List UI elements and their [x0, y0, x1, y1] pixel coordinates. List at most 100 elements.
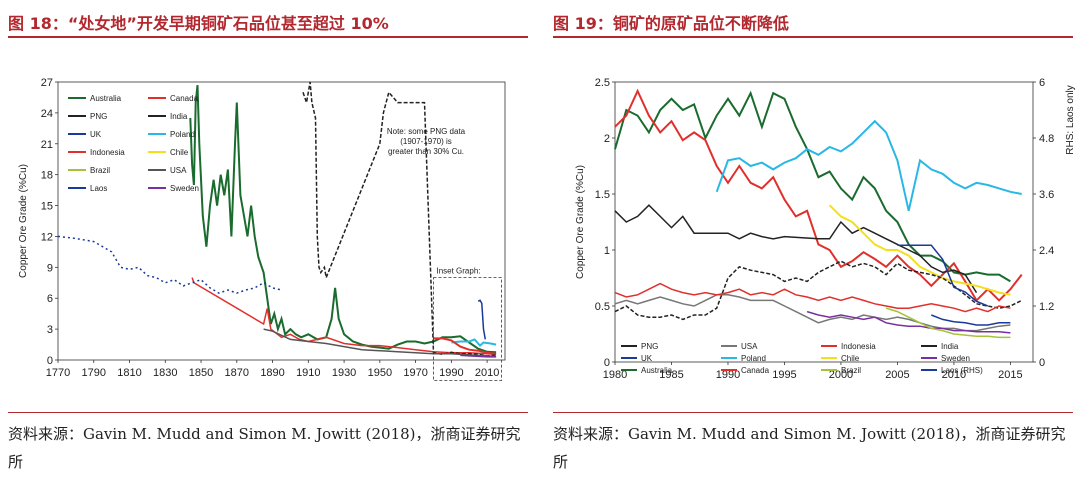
x-tick-label: 1950: [368, 367, 392, 379]
y2-tick-label: 1.2: [1039, 301, 1054, 313]
y2-tick-label: 2.4: [1039, 245, 1054, 257]
figure-19-panel: 图 19：铜矿的原矿品位不断降低 0 0.5 1 1.5 2 2.5 1980 1985 199…: [553, 0, 1080, 481]
legend-label-sweden: Sweden: [170, 184, 199, 193]
series-line-uk: [931, 314, 1011, 326]
figure-18-source: 资料来源：Gavin M. Mudd and Simon M. Jowitt (…: [8, 425, 521, 471]
x-tick-label: 2005: [885, 369, 909, 381]
legend-label-uk: UK: [641, 354, 653, 363]
x-tick-label: 1850: [189, 367, 213, 379]
x-tick-label: 1770: [46, 367, 70, 379]
y-axis-label: Copper Ore Grade (%Cu): [18, 164, 29, 278]
plot-frame: [614, 81, 1034, 363]
series-line-laos-rhs: [897, 244, 989, 307]
figure-18-panel: 图 18：“处女地”开发早期铜矿石品位甚至超过 10% 0 3 6 9 12 15 18 21…: [8, 0, 538, 481]
y2-tick-label: 6: [1039, 77, 1045, 89]
x-tick-label: 1985: [659, 369, 683, 381]
x-tick-label: 2015: [998, 369, 1022, 381]
legend-label-png: PNG: [641, 342, 658, 351]
legend-label-sweden: Sweden: [941, 354, 970, 363]
y-tick-label: 24: [41, 108, 53, 120]
series-line-brazil: [885, 307, 1011, 339]
legend-label-chile: Chile: [841, 354, 860, 363]
legend-label-australia: Australia: [641, 366, 673, 375]
x-tick-label: 1990: [439, 367, 463, 379]
legend-label-chile: Chile: [170, 148, 189, 157]
legend-label-usa: USA: [741, 342, 758, 351]
legend-label-laos: Laos: [90, 184, 107, 193]
legend-label-brazil: Brazil: [90, 166, 110, 175]
y-tick-label: 1: [604, 245, 610, 257]
y-tick-label: 18: [41, 170, 53, 182]
legend-label-brazil: Brazil: [841, 366, 861, 375]
y2-tick-label: 0: [1039, 357, 1045, 369]
y-tick-label: 21: [41, 139, 53, 151]
legend-label-india: India: [170, 112, 188, 121]
series-line-chile: [828, 204, 1011, 296]
y-tick-label: 9: [47, 262, 53, 274]
x-tick-label: 1930: [332, 367, 356, 379]
chart-note-line: greater than 30% Cu.: [388, 147, 464, 156]
source-rule: [553, 412, 1073, 413]
x-tick-label: 1970: [403, 367, 427, 379]
y-tick-label: 2: [604, 133, 610, 145]
y-tick-label: 0.5: [595, 301, 610, 313]
x-tick-label: 1980: [603, 369, 627, 381]
legend-label-india: India: [941, 342, 959, 351]
x-tick-label: 1990: [716, 369, 740, 381]
legend-label-png: PNG: [90, 112, 107, 121]
series-line-australia: [189, 84, 497, 354]
y-axis-label: Copper Ore Grade (%Cu): [575, 165, 586, 279]
series-line-sweden: [806, 310, 1011, 334]
figure-19-chart: 0 0.5 1 1.5 2 2.5 1980 1985 1990 1995 2000 2005 2010…: [575, 77, 1076, 381]
y-tick-label: 2.5: [595, 77, 610, 89]
series-line-australia: [614, 90, 1011, 283]
series-line-poland: [715, 119, 1022, 212]
inset-box: [433, 277, 502, 381]
y2-tick-label: 4.8: [1039, 133, 1054, 145]
series-line-sweden: [460, 354, 497, 358]
chart-note-line: (1907-1970) is: [400, 137, 452, 146]
x-tick-label: 1870: [225, 367, 249, 379]
legend-label-indonesia: Indonesia: [90, 148, 125, 157]
source-rule: [8, 412, 528, 413]
series-line-india: [614, 204, 978, 293]
x-tick-label: 1830: [153, 367, 177, 379]
title-rule: [8, 36, 528, 38]
figure-18-title: 图 18：“处女地”开发早期铜矿石品位甚至超过 10%: [8, 14, 389, 33]
legend-label-poland: Poland: [170, 130, 195, 139]
legend-label-laos-rhs: Laos (RHS): [941, 366, 983, 375]
series-line-canada: [191, 277, 497, 356]
figure-19-source: 资料来源：Gavin M. Mudd and Simon M. Jowitt (…: [553, 425, 1066, 471]
y-tick-label: 6: [47, 293, 53, 305]
y-tick-label: 15: [41, 201, 53, 213]
legend-label-indonesia: Indonesia: [841, 342, 876, 351]
x-tick-label: 2000: [829, 369, 853, 381]
x-tick-label: 1890: [260, 367, 284, 379]
legend-label-canada: Canada: [741, 366, 770, 375]
y-tick-label: 1.5: [595, 189, 610, 201]
y-tick-label: 0: [604, 357, 610, 369]
legend-label-uk: UK: [90, 130, 102, 139]
y2-tick-label: 3.6: [1039, 189, 1054, 201]
y-tick-label: 3: [47, 324, 53, 336]
series-line-poland: [451, 338, 497, 348]
plot-frame: [57, 81, 506, 361]
y-tick-label: 0: [47, 355, 53, 367]
legend-label-canada: Canada: [170, 94, 199, 103]
x-tick-label: 2010: [475, 367, 499, 379]
y-tick-label: 27: [41, 77, 53, 89]
figure-19-title: 图 19：铜矿的原矿品位不断降低: [553, 14, 789, 33]
legend-label-australia: Australia: [90, 94, 122, 103]
x-tick-label: 1810: [117, 367, 141, 379]
series-line-usa: [263, 328, 497, 358]
figure-18-chart: 0 3 6 9 12 15 18 21 24 27 1770 1790 1810 1830 1850 1870…: [18, 77, 506, 381]
inset-label: Inset Graph:: [436, 267, 480, 276]
legend-label-poland: Poland: [741, 354, 766, 363]
x-tick-label: 1995: [772, 369, 796, 381]
series-line-indonesia: [433, 337, 497, 355]
x-tick-label: 2010: [942, 369, 966, 381]
title-rule: [553, 36, 1073, 38]
series-line-canada: [614, 282, 1011, 313]
chart-note-line: Note: some PNG data: [387, 127, 466, 136]
legend-label-usa: USA: [170, 166, 187, 175]
